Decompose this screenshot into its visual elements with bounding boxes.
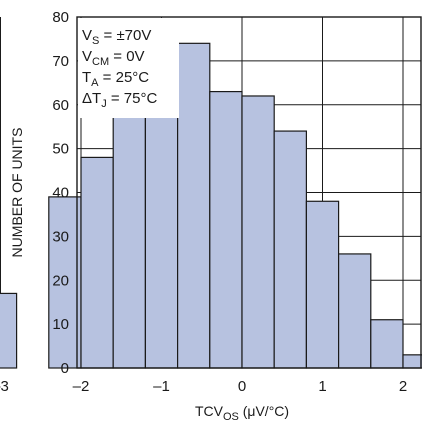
condition-line: VS = ±70V — [82, 27, 151, 47]
y-tick-label: 0 — [61, 360, 69, 377]
y-tick-label: 40 — [52, 185, 69, 202]
x-axis-label: TCVOS (μV/°C) — [195, 403, 289, 423]
y-tick-label: 50 — [52, 141, 69, 158]
histogram-bar — [209, 90, 243, 369]
condition-line: VCM = 0V — [82, 48, 145, 68]
histogram-bar — [112, 73, 146, 369]
x-tick-label: –2 — [73, 378, 90, 395]
histogram-bar — [80, 156, 114, 369]
x-tick-label: –3 — [0, 378, 9, 395]
y-tick-label: 10 — [52, 316, 69, 333]
y-axis-label: NUMBER OF UNITS — [9, 128, 25, 258]
plot-frame — [76, 16, 422, 369]
histogram-bar — [177, 42, 211, 369]
condition-line: ΔTJ = 75°C — [82, 90, 157, 110]
histogram-bar — [402, 354, 422, 369]
condition-line: TA = 25°C — [82, 69, 149, 89]
y-tick-label: 80 — [52, 9, 69, 26]
y-tick-label: 30 — [52, 228, 69, 245]
x-tick-label: 1 — [318, 378, 326, 395]
histogram-bar — [338, 253, 372, 369]
histogram-bar — [370, 319, 404, 369]
y-tick-label: 60 — [52, 97, 69, 114]
bars-layer — [0, 42, 422, 369]
histogram-bar — [241, 95, 275, 369]
conditions-backdrop — [78, 18, 179, 118]
x-tick-label: –1 — [153, 378, 170, 395]
y-tick-label: 70 — [52, 53, 69, 70]
histogram-bar — [273, 130, 308, 369]
axes-layer — [76, 16, 422, 369]
x-tick-label: 2 — [399, 378, 407, 395]
histogram-bar — [0, 292, 18, 369]
histogram-bar — [48, 196, 82, 369]
x-tick-label: 0 — [238, 378, 246, 395]
y-tick-label: 20 — [52, 272, 69, 289]
histogram-bar — [305, 200, 340, 369]
